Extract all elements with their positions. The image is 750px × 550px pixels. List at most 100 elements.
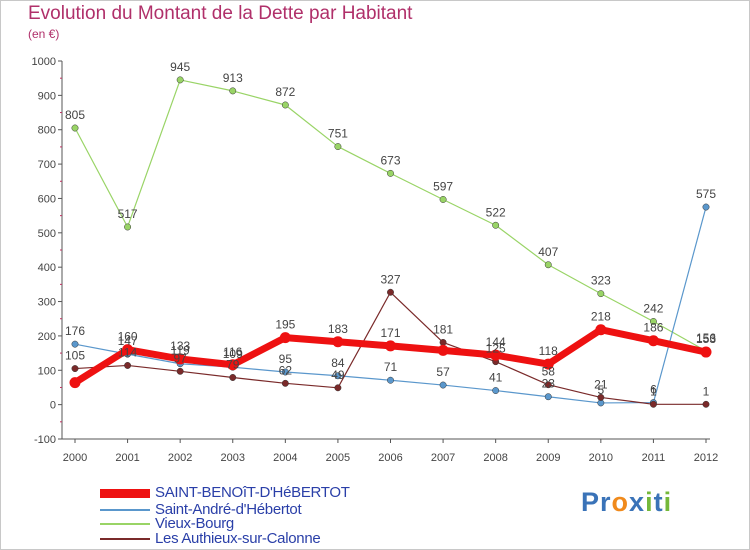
data-point xyxy=(176,76,184,84)
x-tick-label: 2002 xyxy=(168,452,192,464)
data-point xyxy=(334,384,342,392)
data-label: 23 xyxy=(542,377,556,391)
data-label: 144 xyxy=(486,335,506,349)
data-label: 79 xyxy=(226,357,240,371)
x-tick-label: 2011 xyxy=(642,452,666,464)
y-tick-label: 600 xyxy=(38,193,56,205)
legend-label: SAINT-BENOîT-D'HéBERTOT xyxy=(155,484,350,501)
x-tick-label: 2006 xyxy=(378,452,402,464)
x-tick-label: 2005 xyxy=(326,452,350,464)
data-point xyxy=(649,400,657,408)
data-label: 183 xyxy=(328,322,348,336)
data-point xyxy=(439,381,447,389)
data-label: 119 xyxy=(171,344,190,358)
brand-letter: x xyxy=(629,487,646,517)
data-point xyxy=(387,376,394,384)
data-label: 118 xyxy=(539,344,558,358)
data-label: 41 xyxy=(489,371,503,385)
data-label: 673 xyxy=(380,153,400,167)
x-tick-label: 2001 xyxy=(115,452,139,464)
series-line xyxy=(74,79,707,352)
brand-letter: o xyxy=(611,487,630,517)
data-label: 805 xyxy=(65,108,85,122)
data-point xyxy=(492,221,500,229)
data-label: 186 xyxy=(643,321,663,335)
data-label: 517 xyxy=(118,207,138,221)
data-label: 181 xyxy=(433,322,453,336)
x-tick-label: 2009 xyxy=(536,452,560,464)
data-point xyxy=(439,338,447,346)
data-point xyxy=(124,362,132,369)
x-tick-label: 2008 xyxy=(483,452,507,464)
data-point xyxy=(544,381,552,389)
x-tick-label: 2000 xyxy=(63,452,87,464)
brand-letter: i xyxy=(645,487,654,517)
data-point xyxy=(702,203,710,211)
data-label: 1 xyxy=(703,384,710,398)
data-point xyxy=(647,335,659,347)
chart-unit: (en €) xyxy=(28,27,60,41)
data-point xyxy=(332,336,344,348)
data-point xyxy=(597,393,605,401)
data-point xyxy=(595,324,607,336)
line-chart: -100 0 100 200 300 400 500 600 700 800 900 1000 2000… xyxy=(32,56,719,464)
data-point xyxy=(702,400,710,408)
data-label: 114 xyxy=(118,345,137,359)
data-point xyxy=(69,377,81,389)
y-tick-label: 1000 xyxy=(32,56,56,68)
data-point xyxy=(700,346,712,358)
data-point xyxy=(281,379,289,387)
y-tick-label: 200 xyxy=(38,331,56,343)
data-point xyxy=(281,368,289,376)
data-label: 913 xyxy=(223,71,243,85)
x-tick-label: 2012 xyxy=(694,452,718,464)
y-tick-label: 0 xyxy=(50,400,56,412)
data-label: 71 xyxy=(384,360,398,374)
legend-swatch xyxy=(100,523,150,525)
data-label: 57 xyxy=(436,365,450,379)
legend-swatch xyxy=(100,538,150,540)
data-point xyxy=(334,372,342,380)
y-tick-label: 300 xyxy=(38,297,56,309)
data-label: 105 xyxy=(65,349,85,363)
y-tick-label: 100 xyxy=(38,365,56,377)
y-tick-label: 900 xyxy=(38,90,56,102)
data-point xyxy=(544,393,552,401)
data-label: 6 xyxy=(650,383,657,397)
data-point xyxy=(176,367,184,375)
data-point xyxy=(490,349,502,361)
data-label: 242 xyxy=(643,301,663,315)
data-point xyxy=(492,387,500,394)
brand-letter: t xyxy=(653,487,664,517)
data-point xyxy=(281,101,289,109)
data-label: 218 xyxy=(591,310,611,324)
data-label: 84 xyxy=(331,356,345,370)
data-point xyxy=(71,340,79,348)
data-label: 195 xyxy=(275,318,295,332)
y-tick-label: 700 xyxy=(38,159,56,171)
data-label: 156 xyxy=(696,331,716,345)
data-label: 407 xyxy=(538,245,558,259)
data-label: 147 xyxy=(118,334,138,348)
data-label: 116 xyxy=(223,345,242,359)
data-label: 522 xyxy=(486,205,506,219)
legend-swatch xyxy=(100,488,150,498)
y-tick-label: 800 xyxy=(38,125,56,137)
data-label: 872 xyxy=(275,85,295,99)
data-label: 327 xyxy=(380,272,400,286)
data-label: 160 xyxy=(118,330,138,344)
data-label: 575 xyxy=(696,187,716,201)
data-point xyxy=(279,332,291,344)
data-point xyxy=(71,365,79,373)
brand-logo: Proxiti xyxy=(581,487,672,518)
data-point xyxy=(122,344,134,356)
legend-label: Les Authieux-sur-Calonne xyxy=(155,530,321,547)
brand-letter: P xyxy=(581,487,601,517)
data-label: 323 xyxy=(591,274,611,288)
x-tick-label: 2004 xyxy=(273,452,297,464)
data-point xyxy=(544,261,552,269)
data-point xyxy=(439,196,447,203)
brand-letter: r xyxy=(600,487,612,517)
data-point xyxy=(387,288,394,296)
x-tick-label: 2010 xyxy=(589,452,613,464)
